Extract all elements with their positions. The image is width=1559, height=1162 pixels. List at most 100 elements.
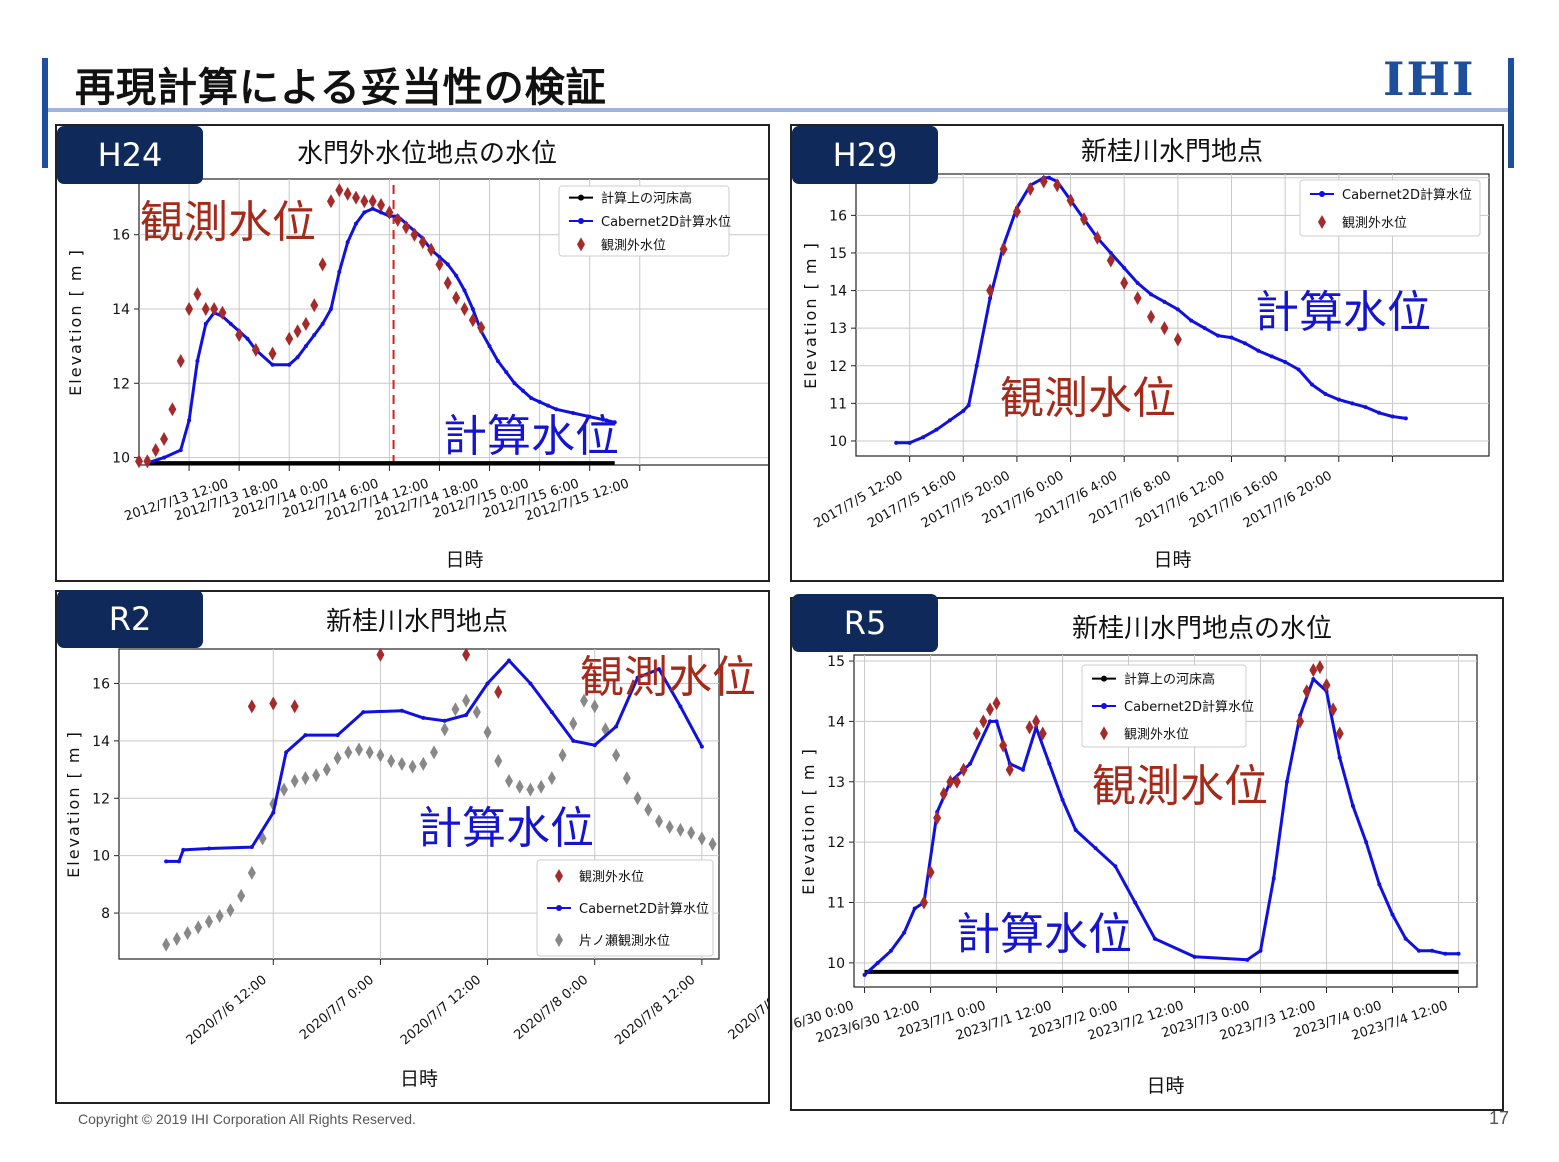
point-calculated	[1456, 951, 1461, 956]
point-calculated	[1149, 292, 1154, 297]
point-observed	[1315, 660, 1324, 675]
point-calculated	[1364, 840, 1369, 845]
point-kanose	[515, 779, 524, 794]
point-calculated	[902, 930, 907, 935]
point-kanose	[344, 745, 353, 760]
point-calculated	[464, 713, 469, 718]
point-calculated	[529, 396, 534, 401]
legend-marker-riverbed	[1101, 675, 1107, 682]
point-calculated	[1377, 410, 1382, 415]
point-calculated	[187, 418, 192, 423]
y-tick-label: 15	[827, 654, 845, 670]
y-tick-label: 15	[829, 246, 847, 262]
annotation-calculated-r5: 計算水位	[956, 909, 1132, 960]
point-kanose	[665, 819, 674, 834]
point-observed	[268, 346, 277, 361]
legend-marker-observed	[577, 237, 585, 252]
y-tick-label: 13	[827, 775, 845, 791]
point-calculated	[1350, 401, 1355, 406]
point-calculated	[1113, 864, 1118, 869]
point-observed	[986, 283, 995, 298]
point-calculated	[370, 206, 375, 211]
title-accent-bar-right	[1508, 58, 1514, 168]
point-kanose	[194, 920, 203, 935]
point-calculated	[988, 296, 993, 301]
legend-label: Cabernet2D計算水位	[1124, 699, 1254, 715]
point-kanose	[333, 751, 342, 766]
point-kanose	[376, 748, 385, 763]
point-calculated	[1216, 333, 1221, 338]
point-calculated	[592, 743, 597, 748]
y-tick-label: 16	[112, 228, 130, 244]
point-observed	[377, 198, 386, 212]
point-calculated	[337, 269, 342, 274]
point-calculated	[1350, 803, 1355, 808]
point-observed	[193, 287, 202, 302]
point-observed	[1032, 714, 1041, 729]
legend-label: 観測外水位	[1342, 216, 1407, 231]
x-tick-label: 2017/7/6 16:00	[1187, 468, 1281, 531]
x-tick-label: 2017/7/5 20:00	[919, 468, 1013, 531]
point-calculated	[245, 336, 250, 341]
point-observed	[452, 290, 461, 305]
point-calculated	[399, 708, 404, 713]
legend-marker-calculated	[1319, 191, 1325, 197]
point-calculated	[485, 681, 490, 686]
point-calculated	[361, 710, 366, 715]
point-observed	[1329, 702, 1338, 717]
point-calculated	[1390, 414, 1395, 419]
chart-r2: 新桂川水門地点 8 10 12 14 16 2020/7/6 12:00 2020/7/7 0…	[64, 607, 806, 1090]
legend-label: Cabernet2D計算水位	[1342, 187, 1472, 203]
point-observed	[210, 302, 219, 316]
point-calculated	[1245, 957, 1250, 962]
x-tick-label: 2020/7/7 0:00	[297, 973, 377, 1043]
legend-label: 計算上の河床高	[1124, 672, 1215, 688]
point-calculated	[284, 750, 289, 755]
point-calculated	[921, 435, 926, 440]
point-observed	[939, 786, 948, 801]
tag-h29: H29	[792, 126, 938, 184]
point-calculated	[635, 675, 640, 680]
point-observed	[335, 183, 344, 198]
point-calculated	[1175, 307, 1180, 312]
point-observed	[293, 324, 302, 339]
legend-marker-kanose	[555, 933, 563, 947]
point-calculated	[270, 362, 275, 367]
point-observed	[999, 242, 1008, 257]
point-observed	[176, 354, 185, 368]
annotation-calculated-r2: 計算水位	[418, 803, 594, 854]
point-calculated	[1093, 846, 1098, 851]
chart-h29: 新桂川水門地点10111213141516172017/7/5 12:00201…	[801, 137, 1490, 571]
annotation-observed-h24: 観測水位	[140, 197, 316, 248]
point-kanose	[655, 814, 663, 829]
point-calculated	[888, 948, 893, 953]
point-calculated	[335, 733, 340, 738]
point-calculated	[528, 681, 533, 686]
point-kanose	[580, 693, 588, 708]
point-observed	[368, 194, 377, 209]
y-axis-label: Elevation [ m ]	[64, 730, 83, 878]
point-kanose	[215, 908, 224, 923]
point-calculated	[1430, 948, 1435, 953]
chart-title: 新桂川水門地点	[1081, 137, 1263, 167]
x-tick-label: 2017/7/6 20:00	[1241, 468, 1335, 531]
y-tick-label: 12	[112, 376, 130, 392]
point-calculated	[379, 210, 384, 215]
title-accent-bar-left	[42, 58, 48, 168]
point-calculated	[162, 455, 167, 460]
point-calculated	[1189, 318, 1194, 323]
point-observed	[1296, 714, 1305, 729]
point-observed	[494, 685, 503, 700]
point-kanose	[569, 716, 578, 731]
point-calculated	[614, 724, 619, 729]
point-kanose	[612, 748, 621, 763]
x-tick-label: 2020/7/8 0:00	[511, 973, 591, 1043]
point-calculated	[1122, 266, 1127, 270]
point-calculated	[181, 847, 186, 852]
point-calculated	[512, 381, 517, 386]
point-kanose	[633, 791, 642, 806]
point-observed	[427, 242, 436, 257]
point-kanose	[451, 702, 460, 717]
point-observed	[985, 702, 994, 717]
